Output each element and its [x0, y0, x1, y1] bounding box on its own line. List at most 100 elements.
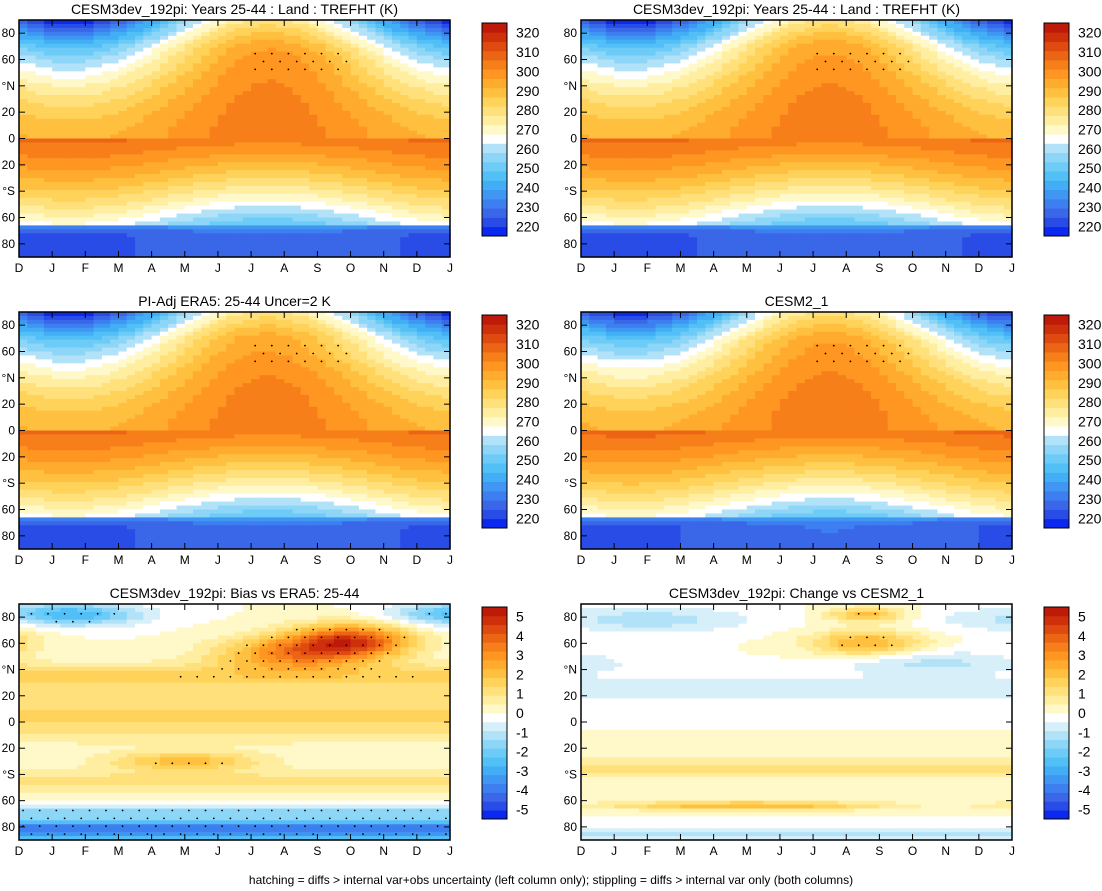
heatmap-cell	[771, 23, 781, 29]
heatmap-cell	[846, 39, 856, 45]
heatmap-cell	[110, 245, 120, 250]
heatmap-cell	[43, 150, 53, 155]
heatmap-cell	[217, 114, 227, 120]
heatmap-cell	[400, 75, 410, 80]
heatmap-cell	[300, 79, 310, 84]
heatmap-cell	[813, 91, 822, 96]
heatmap-cell	[333, 142, 343, 147]
heatmap-cell	[43, 102, 53, 108]
heatmap-cell	[663, 150, 673, 155]
heatmap-cell	[292, 83, 302, 88]
heatmap-cell	[93, 233, 103, 238]
heatmap-cell	[597, 126, 607, 132]
heatmap-cell	[597, 71, 607, 76]
heatmap-cell	[110, 95, 120, 100]
heatmap-cell	[284, 59, 294, 65]
heatmap-cell	[135, 253, 144, 258]
heatmap-cell	[292, 150, 302, 155]
heatmap-cell	[275, 122, 285, 128]
heatmap-cell	[251, 237, 260, 242]
heatmap-cell	[425, 31, 435, 37]
heatmap-cell	[358, 249, 368, 254]
heatmap-cell	[184, 233, 194, 238]
heatmap-cell	[433, 83, 443, 88]
heatmap-cell	[284, 118, 294, 124]
heatmap-cell	[416, 154, 426, 159]
heatmap-cell	[788, 79, 798, 84]
heatmap-cell	[425, 205, 435, 211]
heatmap-cell	[242, 31, 252, 37]
heatmap-cell	[796, 71, 806, 76]
heatmap-cell	[284, 43, 294, 49]
heatmap-cell	[350, 99, 360, 104]
heatmap-cell	[52, 20, 62, 25]
heatmap-cell	[209, 245, 219, 250]
heatmap-cell	[655, 31, 665, 37]
heatmap-cell	[647, 126, 657, 132]
heatmap-cell	[605, 63, 615, 68]
heatmap-cell	[93, 138, 103, 144]
heatmap-cell	[953, 91, 963, 96]
heatmap-cell	[309, 209, 318, 215]
heatmap-cell	[251, 209, 260, 215]
heatmap-cell	[52, 126, 62, 132]
heatmap-cell	[391, 130, 401, 136]
heatmap-cell	[846, 27, 856, 33]
heatmap-cell	[209, 197, 219, 203]
heatmap-cell	[672, 75, 682, 80]
heatmap-cell	[19, 209, 28, 215]
heatmap-cell	[333, 83, 343, 88]
heatmap-cell	[639, 75, 648, 80]
heatmap-cell	[622, 126, 632, 132]
stipple-dot	[312, 60, 315, 63]
heatmap-cell	[93, 102, 103, 108]
heatmap-cell	[217, 55, 227, 61]
heatmap-cell	[821, 130, 831, 136]
heatmap-cell	[697, 59, 706, 65]
heatmap-cell	[52, 158, 62, 163]
heatmap-cell	[52, 209, 62, 215]
heatmap-cell	[350, 23, 360, 29]
heatmap-cell	[325, 146, 335, 151]
heatmap-cell	[358, 102, 368, 108]
heatmap-cell	[159, 110, 169, 116]
heatmap-cell	[970, 87, 980, 92]
heatmap-cell	[821, 43, 831, 49]
heatmap-cell	[375, 185, 385, 191]
heatmap-cell	[118, 71, 128, 76]
heatmap-cell	[143, 23, 153, 29]
heatmap-cell	[895, 142, 905, 147]
heatmap-cell	[251, 114, 260, 120]
heatmap-cell	[176, 51, 186, 57]
heatmap-cell	[259, 67, 269, 72]
heatmap-cell	[383, 63, 393, 68]
heatmap-cell	[93, 20, 103, 25]
heatmap-cell	[871, 87, 880, 92]
heatmap-cell	[746, 91, 756, 96]
heatmap-cell	[201, 20, 211, 25]
heatmap-cell	[647, 35, 657, 41]
heatmap-cell	[77, 150, 86, 155]
heatmap-cell	[375, 47, 385, 53]
heatmap-cell	[821, 150, 831, 155]
heatmap-cell	[110, 130, 120, 136]
heatmap-cell	[101, 102, 111, 108]
heatmap-cell	[35, 110, 45, 116]
heatmap-cell	[267, 126, 277, 132]
heatmap-cell	[325, 150, 335, 155]
heatmap-cell	[804, 102, 814, 108]
heatmap-cell	[342, 106, 352, 112]
heatmap-cell	[796, 142, 806, 147]
heatmap-cell	[342, 162, 352, 167]
heatmap-cell	[201, 150, 211, 155]
heatmap-cell	[400, 114, 410, 120]
heatmap-cell	[300, 71, 310, 76]
heatmap-cell	[275, 102, 285, 108]
heatmap-cell	[837, 67, 847, 72]
heatmap-cell	[391, 221, 401, 226]
heatmap-cell	[408, 59, 418, 65]
heatmap-cell	[267, 83, 277, 88]
heatmap-cell	[813, 43, 822, 49]
heatmap-cell	[854, 83, 864, 88]
heatmap-cell	[655, 27, 665, 33]
